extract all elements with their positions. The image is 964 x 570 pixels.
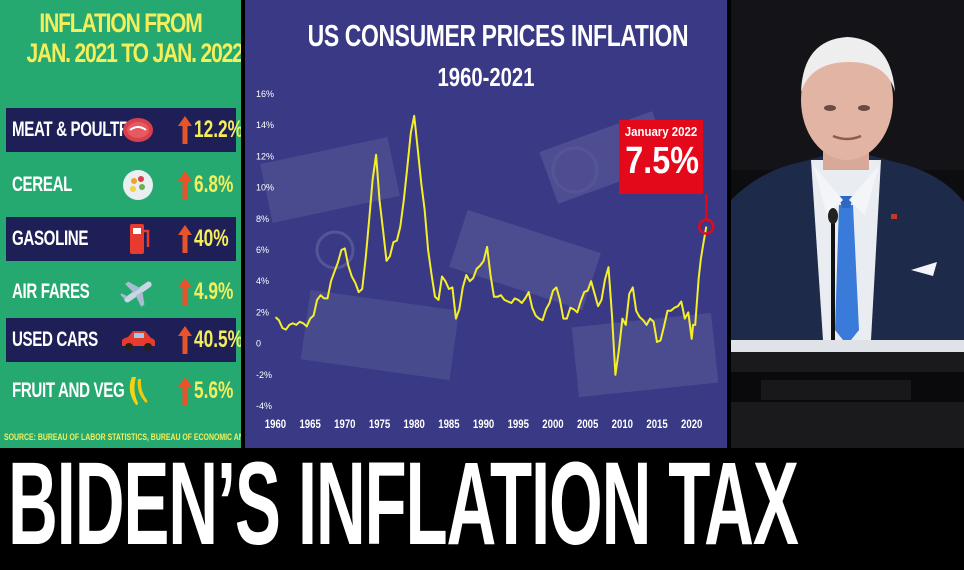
panel-title-line1: INFLATION FROM <box>39 8 202 38</box>
category-label: GASOLINE <box>12 227 89 250</box>
category-row-air-fares: AIR FARES 4.9% <box>6 270 236 314</box>
annotation-marker <box>698 218 715 235</box>
y-tick-label: 8% <box>256 214 269 224</box>
up-arrow-icon <box>178 171 192 199</box>
chart-title: US CONSUMER PRICES INFLATION <box>307 18 689 53</box>
source-note: SOURCE: BUREAU OF LABOR STATISTICS, BURE… <box>4 432 241 442</box>
y-tick-label: 4% <box>256 276 269 286</box>
up-arrow-icon <box>178 326 192 354</box>
headline-banner: BIDEN’S INFLATION TAX <box>0 442 964 566</box>
category-row-cereal: CEREAL 6.8% <box>6 163 236 207</box>
category-label: CEREAL <box>12 173 73 196</box>
x-tick-label: 2015 <box>646 418 667 431</box>
y-tick-label: 2% <box>256 307 269 317</box>
steak-icon <box>123 118 153 142</box>
category-label: FRUIT AND VEG <box>12 379 125 402</box>
y-tick-label: 16% <box>256 89 274 99</box>
category-label: MEAT & POULTRY <box>12 118 139 141</box>
panel-title: INFLATION FROM JAN. 2021 TO JAN. 2022 <box>26 8 241 68</box>
up-arrow-icon <box>178 225 192 253</box>
panel-title-line2: JAN. 2021 TO JAN. 2022 <box>26 38 241 68</box>
up-arrow-icon <box>178 377 192 405</box>
x-tick-label: 1985 <box>438 418 459 431</box>
x-tick-label: 1960 <box>265 418 286 431</box>
x-tick-label: 1980 <box>404 418 425 431</box>
president-portrait-image <box>731 0 964 452</box>
x-tick-label: 2010 <box>612 418 633 431</box>
x-tick-label: 1995 <box>508 418 529 431</box>
banana-icon <box>129 377 148 405</box>
x-tick-label: 2000 <box>542 418 563 431</box>
y-tick-label: -4% <box>256 401 272 411</box>
inflation-series-line <box>274 114 708 376</box>
january-2022-callout: January 2022 7.5% <box>619 120 703 194</box>
category-value: 5.6% <box>194 377 234 404</box>
category-label: USED CARS <box>12 328 98 351</box>
cereal-bowl-icon <box>123 170 153 200</box>
y-tick-label: 0 <box>256 339 261 349</box>
category-row-meat-poultry: MEAT & POULTRY 12.2% <box>6 108 241 152</box>
x-tick-label: 1970 <box>334 418 355 431</box>
x-tick-label: 1990 <box>473 418 494 431</box>
category-value: 40% <box>194 225 229 252</box>
category-inflation-panel: INFLATION FROM JAN. 2021 TO JAN. 2022 ME… <box>0 0 241 452</box>
y-tick-label: 14% <box>256 120 274 130</box>
category-row-fruit-veg: FRUIT AND VEG 5.6% <box>6 369 236 413</box>
x-tick-label: 1965 <box>299 418 320 431</box>
category-label: AIR FARES <box>12 280 90 303</box>
y-tick-label: 6% <box>256 245 269 255</box>
x-tick-label: 2005 <box>577 418 598 431</box>
callout-label: January 2022 <box>624 124 698 139</box>
category-value: 12.2% <box>194 116 241 143</box>
up-arrow-icon <box>178 278 192 306</box>
category-row-gasoline: GASOLINE 40% <box>6 217 236 261</box>
category-value: 4.9% <box>194 278 234 305</box>
airplane-icon <box>120 281 152 307</box>
president-photo <box>731 0 964 452</box>
y-tick-label: -2% <box>256 370 272 380</box>
category-value: 6.8% <box>194 171 234 198</box>
y-tick-label: 10% <box>256 183 274 193</box>
inflation-chart-panel: US CONSUMER PRICES INFLATION 1960-2021 1… <box>245 0 727 452</box>
category-value: 40.5% <box>194 326 241 353</box>
gas-pump-icon <box>130 224 150 254</box>
banknote-background <box>245 0 727 452</box>
x-tick-label: 2020 <box>681 418 702 431</box>
chart-subtitle: 1960-2021 <box>437 62 535 92</box>
up-arrow-icon <box>178 116 192 144</box>
category-row-used-cars: USED CARS 40.5% <box>6 318 241 362</box>
x-tick-label: 1975 <box>369 418 390 431</box>
y-tick-label: 12% <box>256 151 274 161</box>
headline-text: BIDEN’S INFLATION TAX <box>8 438 799 570</box>
car-icon <box>122 331 155 351</box>
inflation-line-chart: 16% 14% 12% 10% 8% 6% 4% 2% 0 -2% -4% 1960 1965 1970 1… <box>256 89 715 431</box>
callout-value: 7.5% <box>625 140 699 182</box>
